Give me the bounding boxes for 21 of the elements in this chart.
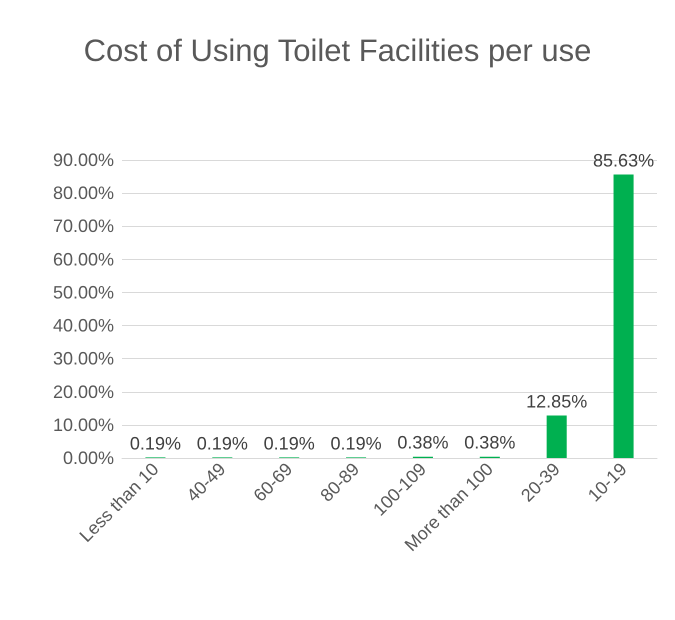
bar bbox=[546, 415, 567, 458]
y-tick-label: 40.00% bbox=[52, 316, 114, 336]
chart-title: Cost of Using Toilet Facilities per use bbox=[82, 32, 592, 70]
y-tick-label: 20.00% bbox=[52, 382, 114, 402]
y-tick-label: 30.00% bbox=[52, 348, 114, 369]
data-label: 85.63% bbox=[593, 150, 654, 170]
bar bbox=[614, 174, 634, 458]
data-label: 0.19% bbox=[330, 433, 382, 454]
y-tick-label: 0.00% bbox=[62, 448, 114, 468]
data-label: 0.38% bbox=[397, 432, 448, 453]
y-tick-label: 50.00% bbox=[52, 282, 114, 302]
y-tick-label: 80.00% bbox=[52, 183, 114, 204]
y-tick-label: 70.00% bbox=[52, 216, 114, 236]
data-label: 12.85% bbox=[526, 391, 588, 412]
y-tick-label: 10.00% bbox=[52, 414, 114, 435]
data-label: 0.19% bbox=[196, 433, 248, 454]
y-tick-label: 60.00% bbox=[52, 249, 114, 270]
data-label: 0.38% bbox=[464, 432, 516, 453]
data-label: 0.19% bbox=[264, 433, 315, 454]
y-tick-label: 90.00% bbox=[52, 150, 114, 170]
data-label: 0.19% bbox=[130, 433, 181, 454]
